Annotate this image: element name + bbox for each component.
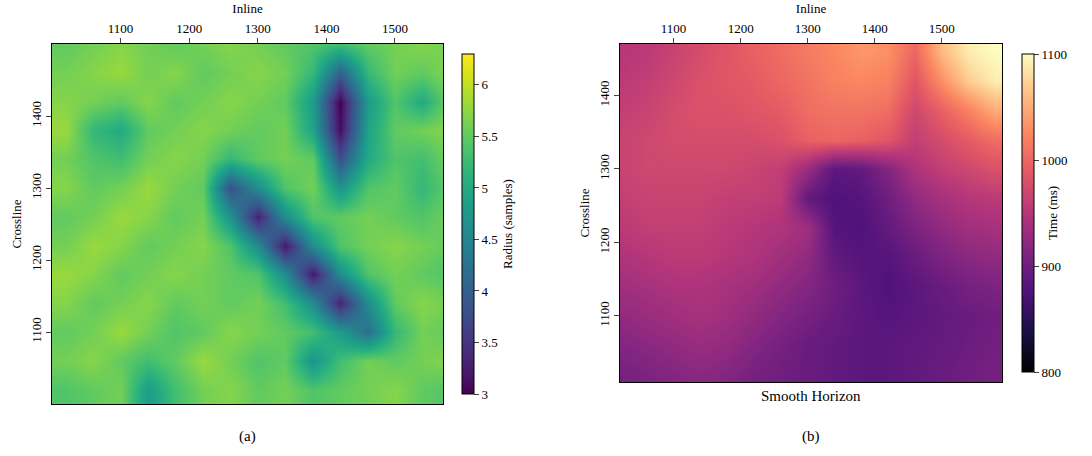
svg-text:Inline: Inline [232, 1, 263, 16]
svg-text:4.5: 4.5 [482, 232, 498, 247]
svg-text:6: 6 [482, 77, 489, 92]
svg-text:1200: 1200 [597, 227, 612, 253]
svg-text:5: 5 [482, 180, 489, 195]
svg-text:1300: 1300 [597, 154, 612, 180]
svg-text:900: 900 [1042, 259, 1062, 274]
svg-text:1400: 1400 [597, 80, 612, 106]
svg-text:Time (ms): Time (ms) [1045, 186, 1060, 240]
svg-text:1300: 1300 [29, 173, 44, 199]
svg-text:1200: 1200 [29, 245, 44, 271]
svg-text:1400: 1400 [862, 21, 888, 36]
svg-text:1200: 1200 [728, 21, 754, 36]
svg-text:Radius (samples): Radius (samples) [500, 179, 515, 269]
svg-text:1100: 1100 [29, 317, 44, 343]
svg-text:1400: 1400 [313, 21, 339, 36]
svg-text:Crossline: Crossline [577, 188, 592, 237]
svg-text:3: 3 [482, 387, 489, 402]
svg-text:1500: 1500 [382, 21, 408, 36]
svg-text:4: 4 [482, 284, 489, 299]
svg-text:800: 800 [1042, 365, 1062, 380]
svg-text:(b): (b) [802, 428, 820, 445]
svg-text:Crossline: Crossline [9, 199, 24, 248]
svg-text:1100: 1100 [108, 21, 134, 36]
svg-text:1100: 1100 [661, 21, 687, 36]
svg-text:1000: 1000 [1042, 153, 1068, 168]
svg-text:1300: 1300 [245, 21, 271, 36]
svg-text:1300: 1300 [795, 21, 821, 36]
svg-text:1100: 1100 [1042, 47, 1068, 62]
svg-text:Smooth Horizon: Smooth Horizon [761, 388, 861, 404]
svg-text:1500: 1500 [929, 21, 955, 36]
svg-text:1100: 1100 [597, 301, 612, 327]
svg-text:(a): (a) [239, 428, 256, 445]
svg-text:1400: 1400 [29, 101, 44, 127]
svg-text:3.5: 3.5 [482, 335, 498, 350]
svg-text:5.5: 5.5 [482, 129, 498, 144]
svg-text:Inline: Inline [796, 1, 827, 16]
svg-text:1200: 1200 [176, 21, 202, 36]
